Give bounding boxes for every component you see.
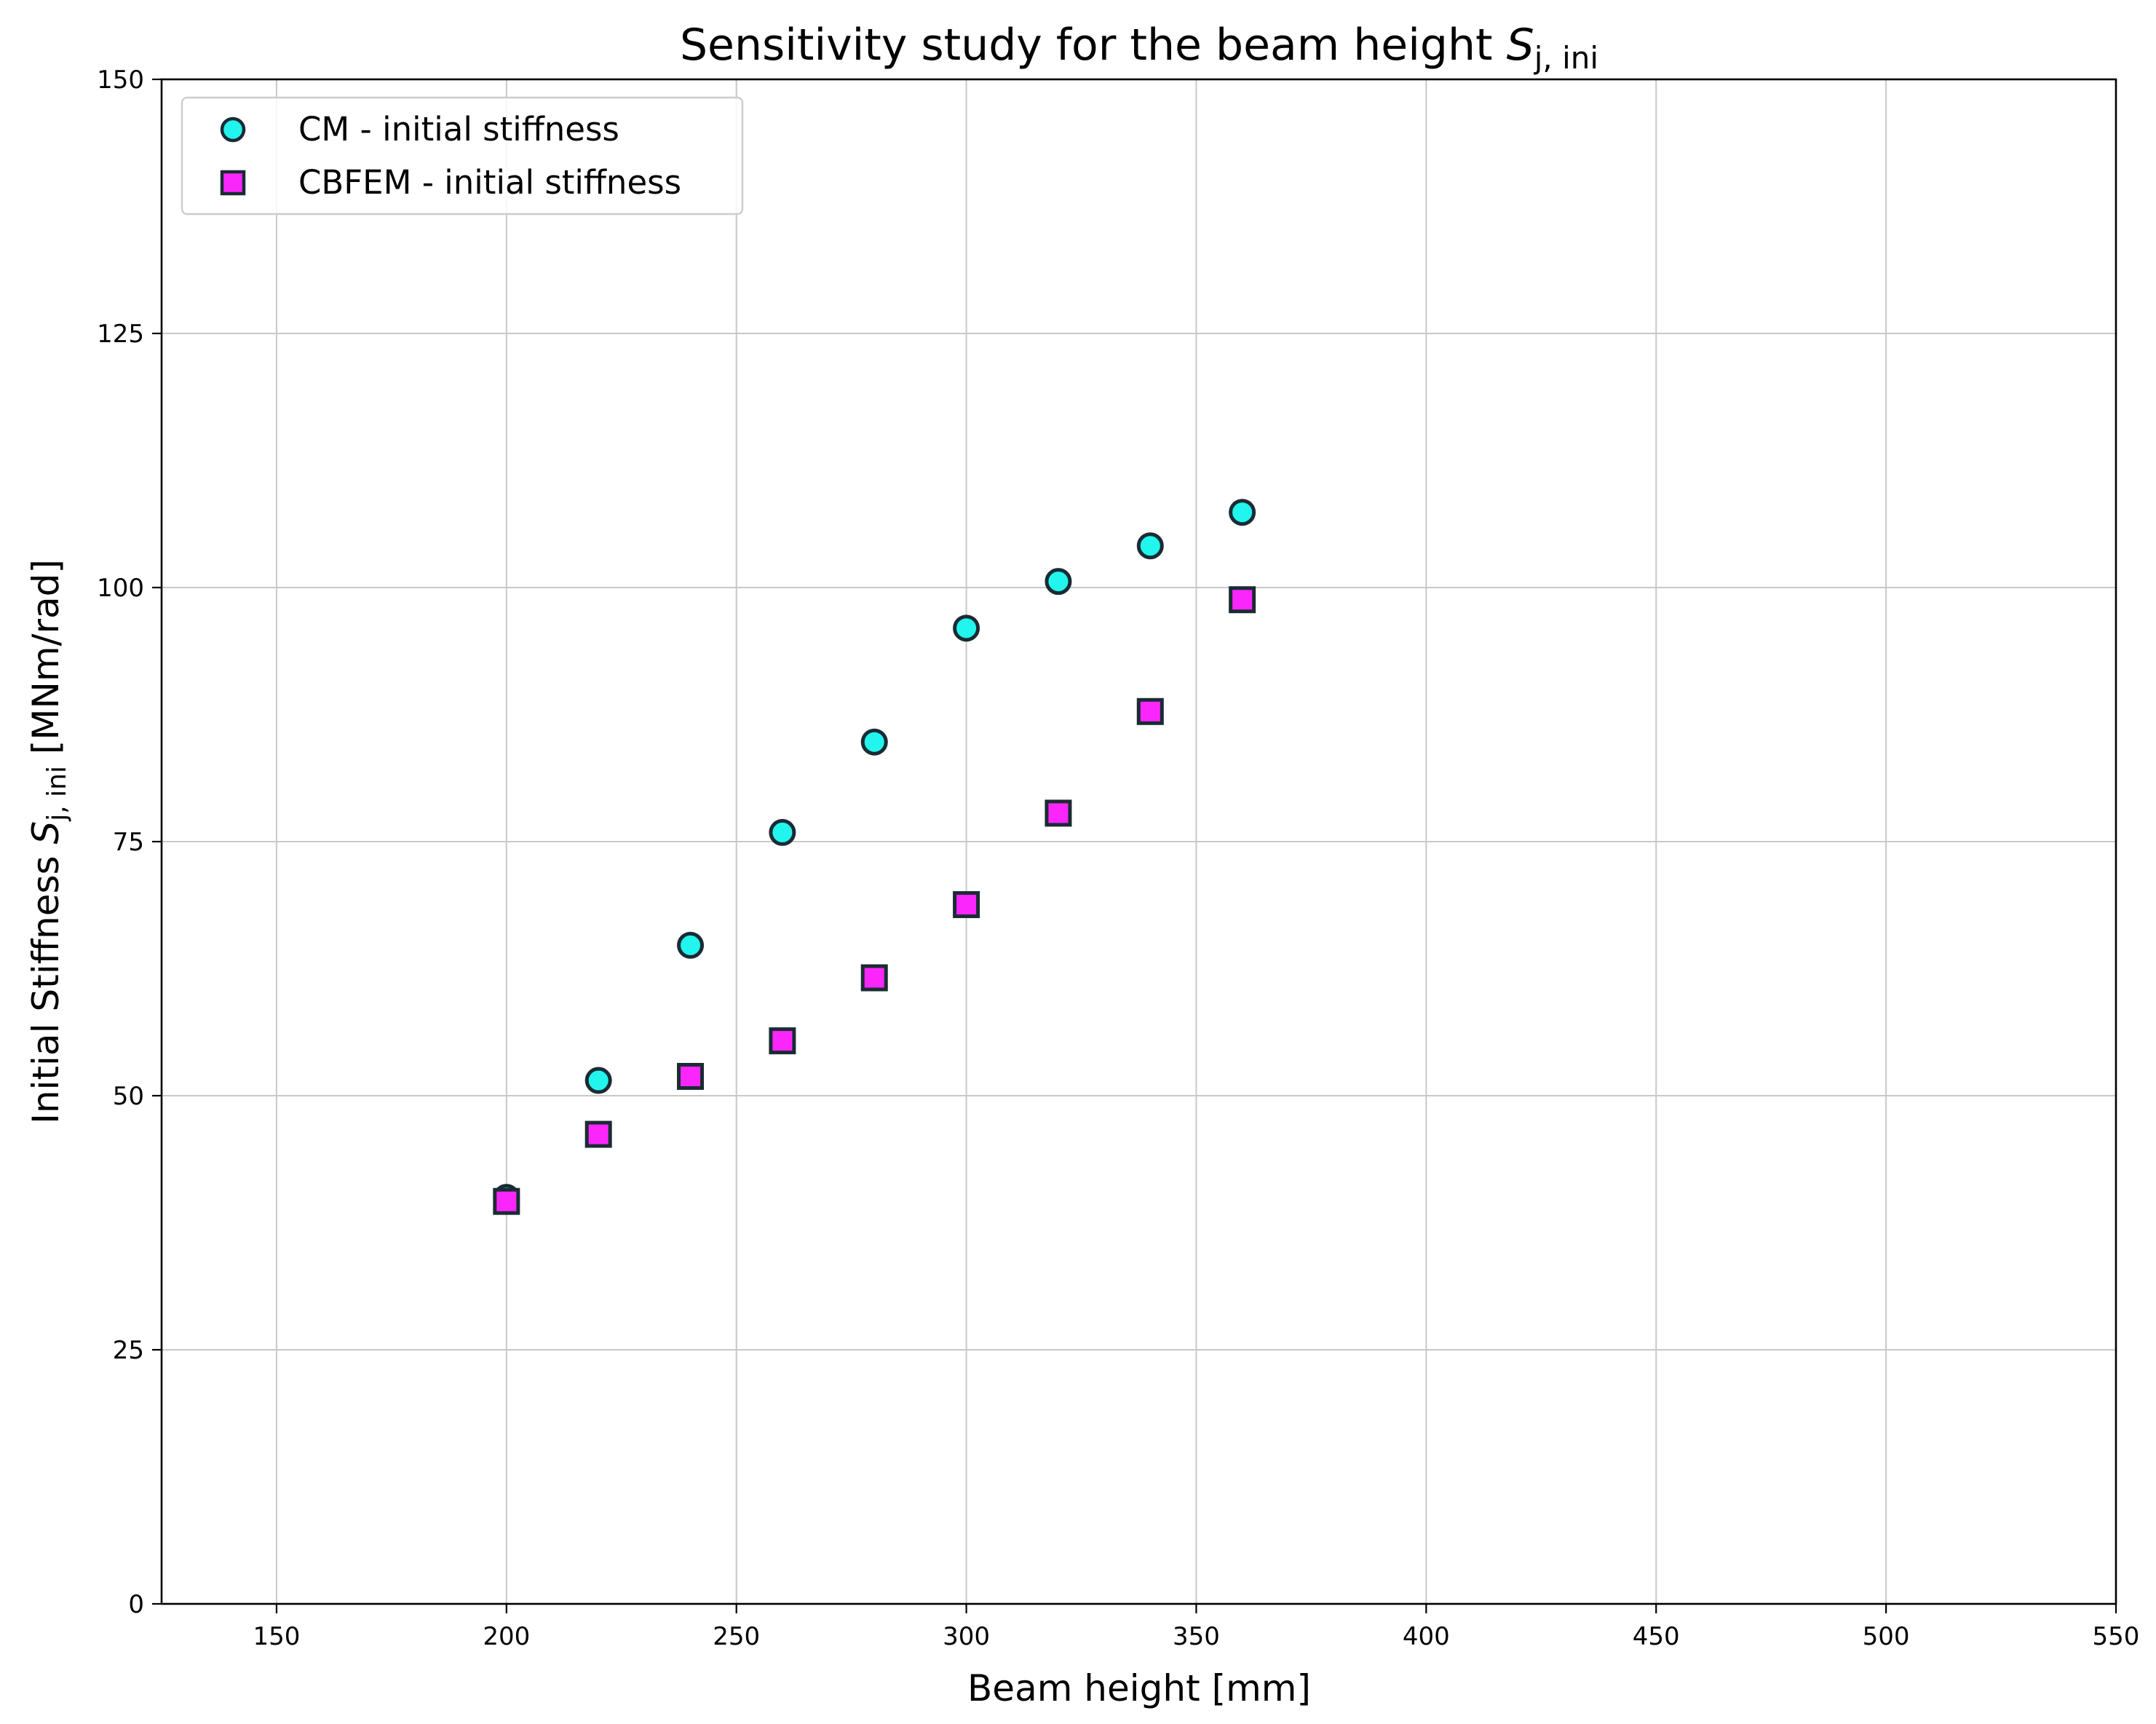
x-tick-label: 150 — [253, 1622, 300, 1651]
y-tick-label: 125 — [97, 320, 144, 349]
legend-marker-cm — [220, 116, 246, 143]
y-tick-label: 0 — [128, 1590, 144, 1619]
cm-point — [860, 728, 888, 756]
x-tick-label: 450 — [1633, 1622, 1680, 1651]
cm-point — [769, 818, 796, 846]
y-axis-title-suffix: [MNm/rad] — [25, 559, 67, 766]
cm-point — [1045, 568, 1072, 596]
legend: CM - initial stiffness CBFEM - initial s… — [181, 96, 744, 216]
plot-frame — [160, 78, 2117, 1605]
y-tick-label: 150 — [97, 66, 144, 95]
x-tick-label: 350 — [1173, 1622, 1220, 1651]
legend-box — [181, 96, 744, 216]
x-tick-label: 300 — [943, 1622, 990, 1651]
legend-label-cm: CM - initial stiffness — [298, 110, 619, 149]
y-axis-title: Initial Stiffness Sj, ini [MNm/rad] — [25, 559, 72, 1124]
x-axis-title: Beam height [mm] — [967, 1667, 1311, 1709]
cbfem-point — [860, 964, 888, 992]
cbfem-point — [1136, 697, 1164, 725]
x-tick-label: 250 — [713, 1622, 760, 1651]
title-text: Sensitivity study for the beam height — [680, 20, 1507, 71]
x-tick-label: 200 — [483, 1622, 530, 1651]
cbfem-point — [1045, 799, 1072, 827]
cm-point — [677, 931, 705, 959]
title-subscript: j, ini — [1534, 40, 1598, 76]
legend-marker-cbfem — [220, 170, 246, 196]
x-tick-label: 550 — [2093, 1622, 2140, 1651]
cbfem-point — [769, 1027, 796, 1055]
y-tick-label: 50 — [113, 1082, 144, 1111]
y-axis-title-prefix: Initial Stiffness — [25, 845, 67, 1124]
chart-title: Sensitivity study for the beam height Sj… — [680, 20, 1598, 76]
y-tick-label: 100 — [97, 574, 144, 603]
cbfem-point — [493, 1187, 520, 1215]
grid — [162, 79, 2117, 1605]
cm-point — [584, 1067, 612, 1094]
cm-point — [1229, 499, 1256, 526]
x-tick-label: 500 — [1863, 1622, 1910, 1651]
cm-point — [953, 614, 980, 642]
y-axis-title-symbol: S — [25, 821, 67, 845]
y-tick-label: 25 — [113, 1336, 144, 1365]
cm-point — [1136, 532, 1164, 560]
y-axis-title-subscript: j, ini — [42, 766, 72, 822]
y-tick-labels: 0 25 50 75 100 125 150 — [97, 66, 144, 1619]
cbfem-point — [677, 1062, 705, 1090]
x-tick-labels: 150 200 250 300 350 400 450 500 550 — [253, 1622, 2139, 1651]
cbfem-point — [584, 1120, 612, 1148]
legend-label-cbfem: CBFEM - initial stiffness — [298, 163, 681, 202]
title-symbol: S — [1507, 20, 1534, 71]
data-markers — [493, 499, 1256, 1215]
cbfem-point — [953, 891, 980, 919]
x-tick-label: 400 — [1403, 1622, 1450, 1651]
y-tick-label: 75 — [113, 828, 144, 857]
cbfem-point — [1229, 586, 1256, 614]
axis-ticks — [152, 78, 2117, 1613]
